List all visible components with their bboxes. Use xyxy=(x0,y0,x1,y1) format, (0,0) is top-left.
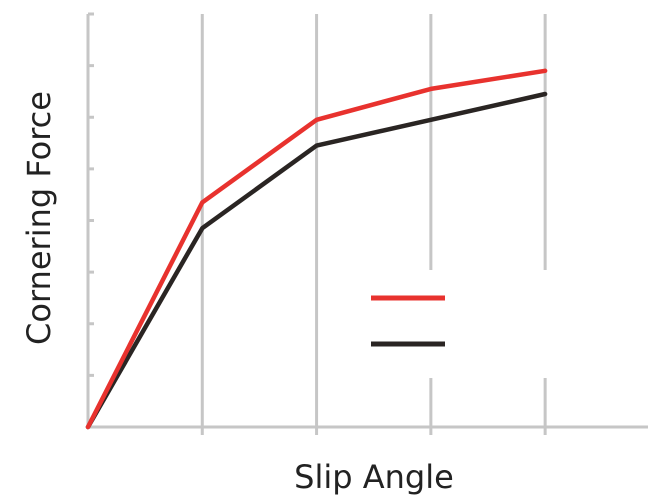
axes xyxy=(86,12,648,429)
legend xyxy=(360,270,560,378)
x-axis-label: Slip Angle xyxy=(294,458,454,496)
legend-background xyxy=(360,270,560,378)
y-axis-label: Cornering Force xyxy=(20,91,58,345)
series-line xyxy=(85,68,548,430)
series-lines xyxy=(85,68,548,430)
series-line xyxy=(85,91,548,430)
